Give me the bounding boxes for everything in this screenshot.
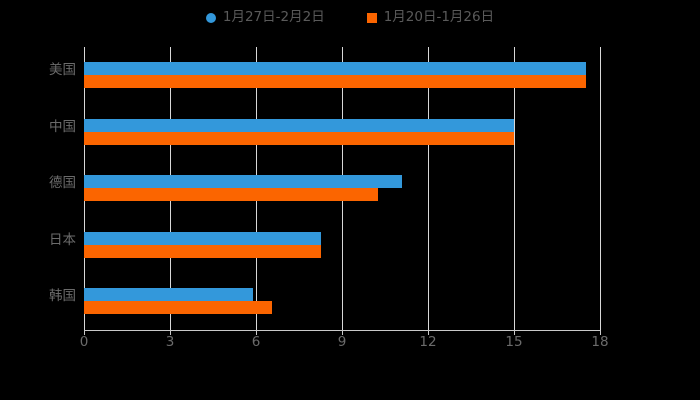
x-tick-label-3: 9 bbox=[337, 334, 347, 350]
bar-3-series-0[interactable] bbox=[84, 231, 321, 245]
y-label-row-2: 德国 bbox=[0, 160, 76, 217]
bar-3-series-1[interactable] bbox=[84, 244, 321, 258]
bar-group-2 bbox=[84, 160, 600, 217]
legend-label-series-1: 1月27日-2月2日 bbox=[222, 9, 325, 26]
tick-mark-0 bbox=[84, 330, 85, 335]
x-tick-label-4: 12 bbox=[419, 334, 437, 350]
y-label-row-4: 韩国 bbox=[0, 273, 76, 330]
legend-circle-marker-icon bbox=[205, 13, 216, 23]
gridline-15 bbox=[514, 47, 515, 330]
legend-square-marker-icon bbox=[366, 13, 377, 23]
tick-mark-18 bbox=[600, 330, 601, 335]
y-tick-label-1: 中国 bbox=[49, 118, 76, 135]
tick-mark-12 bbox=[428, 330, 429, 335]
x-tick-label-0: 0 bbox=[79, 334, 89, 350]
bar-group-3 bbox=[84, 217, 600, 274]
bar-1-series-1[interactable] bbox=[84, 131, 514, 145]
tick-mark-9 bbox=[342, 330, 343, 335]
y-label-row-0: 美国 bbox=[0, 47, 76, 104]
gridline-12 bbox=[428, 47, 429, 330]
y-label-row-1: 中国 bbox=[0, 104, 76, 161]
bar-group-4 bbox=[84, 273, 600, 330]
legend-label-series-2: 1月20日-1月26日 bbox=[383, 9, 495, 26]
x-tick-label-5: 15 bbox=[505, 334, 523, 350]
bar-group-0 bbox=[84, 47, 600, 104]
plot-area bbox=[84, 47, 601, 330]
bar-0-series-1[interactable] bbox=[84, 75, 586, 88]
gridline-18 bbox=[600, 47, 601, 330]
legend-item-series-2[interactable]: 1月20日-1月26日 bbox=[366, 9, 495, 26]
x-tick-label-6: 18 bbox=[591, 334, 609, 350]
bar-2-series-0[interactable] bbox=[84, 175, 403, 189]
bar-group-1 bbox=[84, 104, 600, 161]
y-tick-label-2: 德国 bbox=[49, 175, 76, 192]
tick-mark-15 bbox=[514, 330, 515, 335]
tick-mark-6 bbox=[256, 330, 257, 335]
x-tick-label-1: 3 bbox=[165, 334, 175, 350]
y-tick-label-4: 韩国 bbox=[49, 288, 76, 305]
chart-legend: 1月27日-2月2日 1月20日-1月26日 bbox=[0, 8, 700, 28]
x-axis-labels: 0 3 6 9 12 15 18 bbox=[0, 334, 700, 356]
tick-mark-3 bbox=[170, 330, 171, 335]
y-tick-label-3: 日本 bbox=[49, 231, 76, 248]
x-tick-label-2: 6 bbox=[251, 334, 261, 350]
y-axis-labels: 美国 中国 德国 日本 韩国 bbox=[0, 47, 76, 330]
bar-0-series-0[interactable] bbox=[84, 62, 586, 75]
y-label-row-3: 日本 bbox=[0, 217, 76, 274]
bar-4-series-1[interactable] bbox=[84, 301, 272, 315]
bar-2-series-1[interactable] bbox=[84, 188, 378, 202]
bar-4-series-0[interactable] bbox=[84, 288, 254, 302]
bar-1-series-0[interactable] bbox=[84, 118, 514, 132]
legend-item-series-1[interactable]: 1月27日-2月2日 bbox=[205, 9, 325, 26]
y-tick-label-0: 美国 bbox=[49, 62, 76, 78]
